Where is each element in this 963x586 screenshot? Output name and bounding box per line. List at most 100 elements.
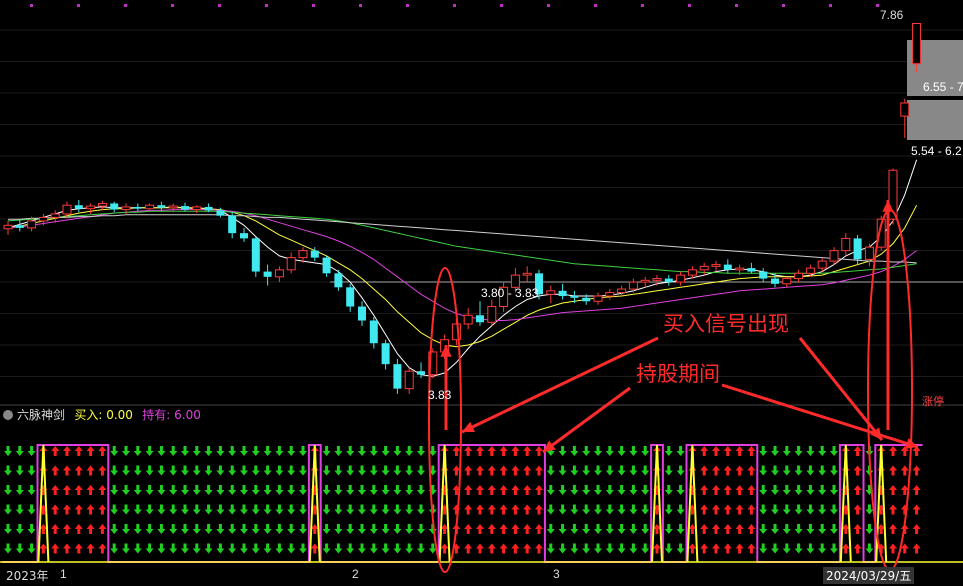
- sell-arrow-down: [263, 465, 272, 476]
- sell-arrow-down: [263, 524, 272, 534]
- sell-arrow-down: [145, 504, 154, 515]
- hold-arrow-up: [841, 524, 850, 534]
- sell-arrow-down: [240, 485, 248, 495]
- hold-arrow-up: [511, 524, 520, 534]
- sell-arrow-down: [4, 543, 12, 554]
- hold-arrow-up: [535, 465, 543, 476]
- sell-arrow-down: [393, 446, 402, 456]
- top-marker: [735, 4, 738, 7]
- candle-body-down: [181, 206, 189, 210]
- sell-arrow-down: [334, 465, 343, 476]
- sell-arrow-down: [122, 524, 130, 534]
- hold-arrow-up: [735, 485, 744, 495]
- candle-body-up: [97, 202, 107, 207]
- sell-arrow-down: [393, 465, 402, 476]
- sell-arrow-down: [240, 446, 248, 456]
- sell-arrow-down: [216, 543, 225, 554]
- top-marker: [500, 4, 503, 7]
- sell-arrow-down: [181, 485, 189, 495]
- hold-arrow-up: [476, 524, 484, 534]
- sell-arrow-down: [570, 543, 579, 554]
- hold-arrow-up: [86, 485, 95, 495]
- hold-arrow-up: [853, 485, 862, 495]
- sell-arrow-down: [275, 524, 284, 534]
- sell-arrow-down: [251, 524, 260, 534]
- candle-body-up: [121, 206, 131, 211]
- top-marker: [782, 4, 785, 7]
- candle-body-up: [735, 267, 745, 271]
- sell-arrow-down: [594, 446, 602, 456]
- hold-arrow-up: [499, 446, 508, 456]
- hold-arrow-up: [877, 524, 886, 534]
- sell-arrow-down: [771, 485, 779, 495]
- candle-body-up: [499, 286, 509, 308]
- sell-arrow-down: [181, 465, 189, 476]
- hold-arrow-up: [86, 446, 95, 456]
- sell-arrow-down: [417, 485, 425, 495]
- hold-arrow-up: [98, 504, 107, 515]
- sell-arrow-down: [192, 465, 201, 476]
- top-marker: [406, 4, 409, 7]
- hold-arrow-up: [511, 543, 520, 554]
- candle-body-up: [617, 288, 627, 294]
- sell-arrow-down: [759, 504, 768, 515]
- candle-body-up: [876, 218, 886, 248]
- ma-line-0: [7, 159, 918, 377]
- hold-arrow-up: [712, 504, 720, 515]
- ma-line-3: [7, 210, 917, 274]
- sell-arrow-down: [417, 524, 425, 534]
- indicator-name[interactable]: 六脉神剑: [17, 408, 66, 422]
- sell-arrow-down: [228, 543, 237, 554]
- sell-arrow-down: [346, 446, 355, 456]
- sell-arrow-down: [157, 485, 166, 495]
- candle-body-down: [417, 371, 425, 375]
- sell-arrow-down: [605, 524, 614, 534]
- indicator-toggle-icon[interactable]: [3, 410, 13, 420]
- hold-arrow-up: [912, 524, 921, 534]
- top-marker: [641, 4, 644, 7]
- sell-arrow-down: [216, 485, 225, 495]
- hold-arrow-up: [523, 504, 532, 515]
- sell-arrow-down: [346, 465, 355, 476]
- hold-arrow-up: [735, 524, 744, 534]
- sell-arrow-down: [322, 504, 331, 515]
- sell-arrow-down: [287, 446, 296, 456]
- hold-arrow-up: [877, 465, 886, 476]
- sell-arrow-down: [287, 465, 296, 476]
- sell-arrow-down: [204, 446, 213, 456]
- sell-arrow-down: [228, 446, 237, 456]
- hold-arrow-up: [900, 485, 909, 495]
- sell-arrow-down: [806, 504, 815, 515]
- highlight-ellipse-1: [428, 267, 462, 573]
- sell-arrow-down: [546, 543, 555, 554]
- sell-arrow-down: [369, 446, 378, 456]
- candle-body-down: [771, 278, 779, 284]
- sell-arrow-down: [546, 485, 555, 495]
- sell-arrow-down: [133, 485, 142, 495]
- hold-arrow-up: [74, 543, 83, 554]
- hold-arrow-up: [39, 543, 48, 554]
- arrow-up-1-head: [440, 345, 452, 357]
- sell-arrow-down: [15, 485, 24, 495]
- indicator-buy-value: 买入: 0.00: [74, 408, 133, 422]
- sell-arrow-down: [133, 543, 142, 554]
- sell-arrow-down: [594, 465, 602, 476]
- sell-arrow-down: [322, 446, 331, 456]
- hold-arrow-up: [499, 485, 508, 495]
- sell-arrow-down: [558, 524, 567, 534]
- sell-arrow-down: [181, 524, 189, 534]
- sell-arrow-down: [546, 446, 555, 456]
- hold-arrow-up: [98, 446, 107, 456]
- sell-arrow-down: [369, 504, 378, 515]
- hold-arrow-up: [523, 446, 532, 456]
- sell-arrow-down: [322, 485, 331, 495]
- hold-arrow-up: [476, 485, 484, 495]
- hold-arrow-up: [700, 524, 709, 534]
- hold-arrow-up: [74, 504, 83, 515]
- sell-arrow-down: [641, 446, 650, 456]
- sell-arrow-down: [240, 465, 248, 476]
- top-marker: [218, 4, 221, 7]
- candle-body-up: [676, 274, 686, 283]
- sell-arrow-down: [582, 446, 591, 456]
